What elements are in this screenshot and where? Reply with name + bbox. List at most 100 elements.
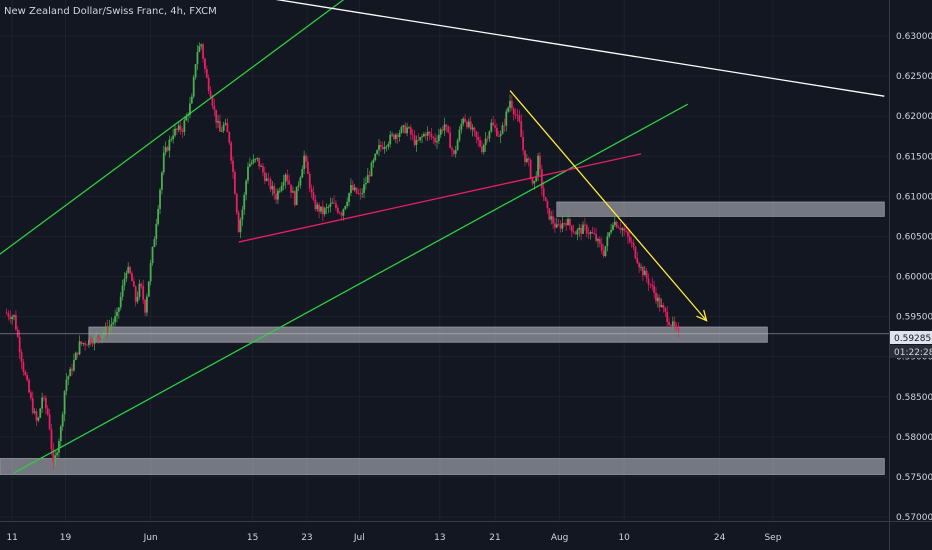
candle-body bbox=[71, 368, 73, 371]
candle-body bbox=[101, 335, 103, 340]
candle-body bbox=[471, 127, 474, 130]
candle-body bbox=[428, 131, 431, 134]
candle-body bbox=[439, 129, 442, 135]
candle-body bbox=[263, 172, 266, 181]
candle-body bbox=[497, 135, 500, 137]
candle-body bbox=[76, 352, 79, 355]
candle-body bbox=[314, 199, 317, 210]
candle-body bbox=[361, 192, 364, 194]
candle-body bbox=[211, 96, 214, 106]
candle-body bbox=[297, 185, 300, 187]
candle-body bbox=[481, 146, 483, 153]
candle-body bbox=[501, 125, 504, 134]
candle-body bbox=[561, 223, 564, 229]
candle-body bbox=[293, 191, 296, 206]
price-tick-label: 0.58000 bbox=[896, 433, 932, 443]
candle-body bbox=[660, 305, 663, 308]
candle-body bbox=[563, 223, 566, 224]
candle-body bbox=[97, 335, 100, 338]
candle-body bbox=[600, 243, 603, 251]
support-resistance-zones[interactable] bbox=[0, 201, 885, 475]
candle-body bbox=[48, 414, 51, 430]
candle-body bbox=[364, 182, 367, 185]
candle-body bbox=[488, 131, 491, 139]
candle-body bbox=[351, 185, 354, 190]
candle-body bbox=[181, 130, 184, 132]
time-tick-label: 24 bbox=[714, 533, 726, 543]
candle-body bbox=[542, 188, 545, 198]
candle-body bbox=[666, 311, 669, 323]
candle-body bbox=[33, 411, 36, 413]
candle-body bbox=[278, 190, 281, 192]
candle-body bbox=[63, 390, 66, 415]
candle-body bbox=[86, 344, 88, 346]
long-term-trendline bbox=[275, 0, 885, 97]
candle-body bbox=[192, 77, 195, 97]
candle-body bbox=[44, 398, 47, 409]
candle-body bbox=[359, 193, 362, 195]
candle-body bbox=[473, 127, 476, 132]
candle-body bbox=[108, 326, 111, 333]
candle-body bbox=[574, 232, 577, 235]
candle-body bbox=[374, 153, 377, 160]
candle-body bbox=[116, 311, 118, 317]
candle-body bbox=[634, 246, 637, 259]
last-price-text: 0.59285 bbox=[894, 334, 931, 344]
candle-body bbox=[610, 229, 612, 233]
candle-body bbox=[411, 134, 414, 136]
candle-body bbox=[260, 166, 262, 167]
candle-body bbox=[346, 201, 349, 206]
countdown-text: 01:22:28 bbox=[894, 348, 932, 358]
candle-body bbox=[190, 96, 193, 104]
candle-body bbox=[520, 121, 523, 137]
candle-body bbox=[233, 172, 236, 194]
candle-body bbox=[597, 238, 599, 241]
forecast-arrow-line bbox=[509, 90, 708, 322]
candle-body bbox=[273, 186, 276, 194]
candle-body bbox=[142, 286, 145, 300]
candle-body bbox=[28, 380, 30, 393]
candle-body bbox=[572, 231, 575, 233]
candle-body bbox=[582, 224, 584, 234]
candle-body bbox=[336, 207, 339, 213]
candle-body bbox=[409, 127, 412, 135]
candle-body bbox=[269, 179, 272, 190]
candle-body bbox=[394, 134, 397, 140]
candle-body bbox=[417, 140, 420, 141]
candle-body bbox=[664, 308, 667, 312]
candle-body bbox=[623, 228, 626, 231]
candle-body bbox=[379, 144, 382, 147]
candle-body bbox=[389, 134, 392, 144]
candle-body bbox=[320, 206, 322, 212]
candle-body bbox=[630, 241, 633, 243]
candle-body bbox=[202, 44, 204, 59]
candle-body bbox=[426, 131, 429, 136]
candle-body bbox=[13, 315, 15, 317]
candle-body bbox=[507, 107, 510, 112]
candle-body bbox=[565, 223, 568, 226]
candle-body bbox=[548, 208, 551, 220]
candle-body bbox=[106, 326, 109, 333]
candle-body bbox=[537, 155, 539, 176]
trend-drawings[interactable] bbox=[0, 0, 889, 474]
candle-body bbox=[404, 125, 407, 134]
candle-body bbox=[26, 375, 29, 381]
candle-body bbox=[615, 221, 618, 228]
candle-body bbox=[226, 123, 229, 133]
candle-body bbox=[587, 233, 590, 235]
candle-body bbox=[151, 247, 154, 263]
candle-body bbox=[656, 297, 659, 302]
candle-body bbox=[73, 359, 75, 371]
candle-body bbox=[413, 135, 416, 145]
candle-body bbox=[469, 121, 472, 130]
candle-body bbox=[568, 218, 571, 226]
candle-body bbox=[140, 283, 143, 287]
candle-body bbox=[462, 118, 465, 124]
time-tick-label: 10 bbox=[618, 533, 630, 543]
candle-body bbox=[415, 140, 418, 145]
candle-body bbox=[9, 316, 12, 320]
candle-body bbox=[125, 272, 128, 279]
candle-body bbox=[533, 180, 536, 184]
